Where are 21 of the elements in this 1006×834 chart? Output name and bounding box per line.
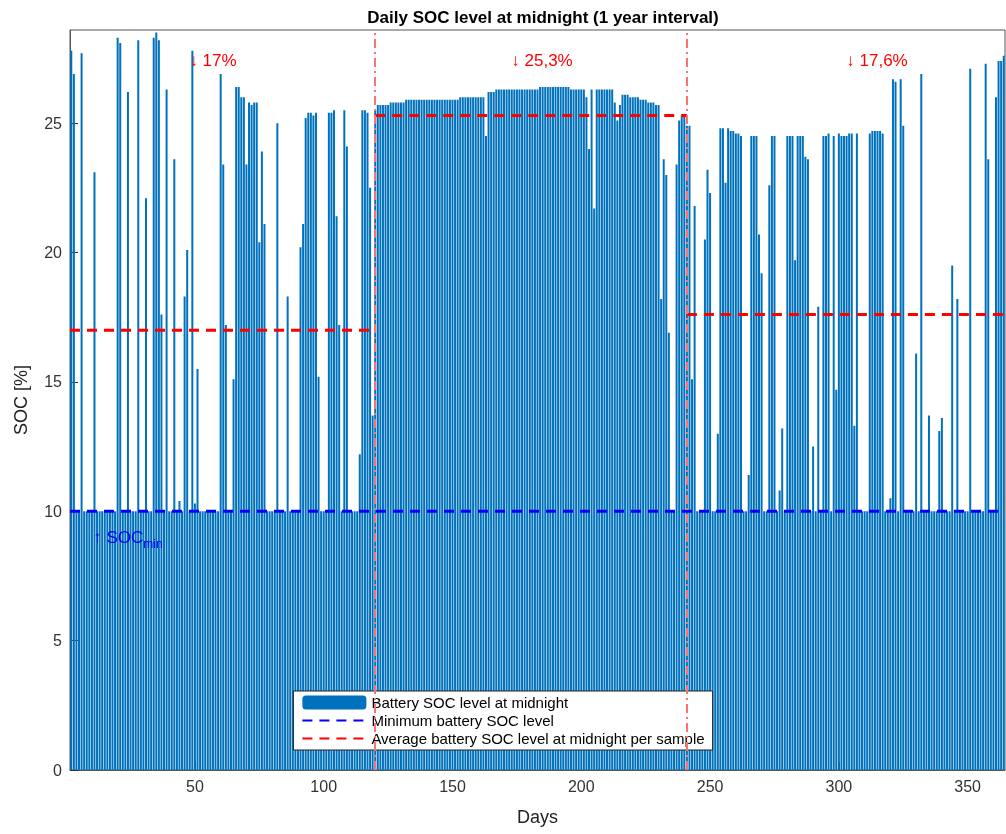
y-tick-label: 0 (53, 761, 63, 779)
y-tick-label: 10 (44, 502, 63, 520)
x-axis-title: Days (516, 807, 559, 827)
x-tick-label: 150 (439, 777, 466, 795)
y-tick-label: 25 (44, 114, 63, 132)
annotation: ↓ 17,6% (846, 50, 908, 70)
y-tick-label: 20 (44, 244, 63, 262)
annotation: ↓ 17% (189, 50, 237, 70)
x-tick-label: 100 (310, 777, 338, 795)
annotation: ↓ 25,3% (511, 50, 573, 70)
y-tick-label: 15 (44, 373, 63, 391)
x-tick-label: 300 (825, 777, 853, 795)
x-tick-label: 250 (696, 777, 724, 795)
y-axis-title: SOC [%] (11, 364, 31, 436)
x-tick-label: 350 (954, 777, 982, 795)
x-tick-label: 50 (186, 777, 204, 795)
x-tick-label: 200 (567, 777, 595, 795)
chart-title: Daily SOC level at midnight (1 year interval) (367, 8, 719, 27)
legend-label: Minimum battery SOC level (371, 712, 554, 729)
y-tick-label: 5 (53, 632, 63, 650)
legend-label: Battery SOC level at midnight (371, 694, 569, 711)
